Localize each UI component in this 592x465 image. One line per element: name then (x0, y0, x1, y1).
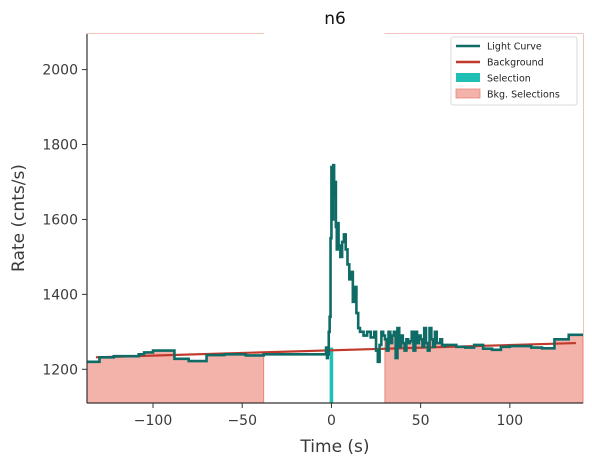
chart-title: n6 (324, 9, 346, 29)
y-tick-label: 2000 (42, 63, 78, 79)
background-layer (95, 341, 576, 359)
legend: Light Curve Background Selection Bkg. Se… (450, 36, 578, 106)
x-tick-label: 100 (496, 413, 523, 429)
x-axis-title: Time (s) (299, 437, 369, 457)
selection-region (329, 347, 334, 403)
legend-label-selection: Selection (487, 74, 531, 85)
y-tick-label: 1800 (42, 138, 78, 154)
x-tick-label: 0 (327, 413, 336, 429)
light-curve-layer (87, 163, 583, 364)
y-ticks: 1200 1400 1600 1800 2000 (42, 63, 87, 378)
legend-label-background: Background (487, 58, 544, 69)
x-ticks: −100 −50 0 50 100 (134, 403, 523, 429)
legend-swatch-selection (456, 73, 480, 82)
series-background (95, 341, 576, 359)
legend-box (450, 36, 578, 106)
x-tick-label: 50 (412, 413, 430, 429)
y-tick-label: 1400 (42, 287, 78, 303)
x-tick-label: −100 (134, 413, 172, 429)
series-light-curve (87, 163, 583, 364)
region-clip-mask (87, 34, 583, 362)
axes (86, 34, 583, 404)
y-axis-title: Rate (cnts/s) (9, 164, 29, 272)
y-tick-label: 1200 (42, 362, 78, 378)
x-tick-label: −50 (227, 413, 257, 429)
y-tick-label: 1600 (42, 212, 78, 228)
legend-label-light-curve: Light Curve (487, 42, 542, 53)
selection-layer (329, 347, 334, 403)
legend-label-bkg-selections: Bkg. Selections (487, 90, 560, 101)
legend-swatch-bkg-selections (455, 88, 481, 99)
